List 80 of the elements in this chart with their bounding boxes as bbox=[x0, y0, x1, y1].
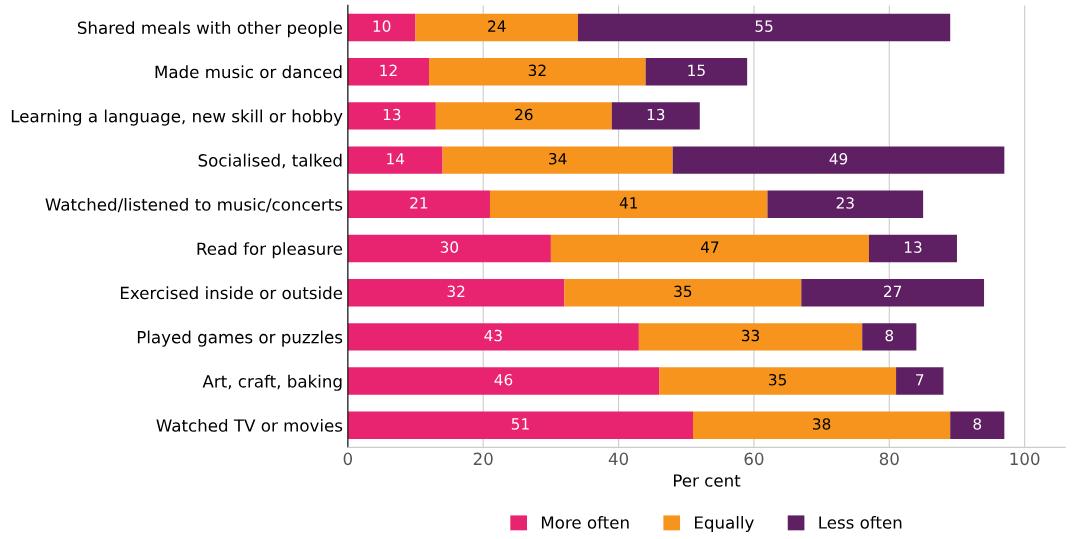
x-tick-label: 0 bbox=[343, 452, 353, 466]
data-label: 55 bbox=[755, 20, 773, 32]
bar bbox=[659, 367, 897, 395]
bar bbox=[347, 278, 565, 307]
legend-label: More often bbox=[541, 515, 629, 529]
y-tick-label: Art, craft, baking bbox=[202, 374, 342, 391]
bar bbox=[347, 146, 443, 174]
y-tick-label: Watched TV or movies bbox=[156, 418, 343, 432]
data-label: 41 bbox=[619, 197, 638, 209]
data-label: 8 bbox=[885, 329, 894, 342]
x-tick-label: 100 bbox=[1010, 452, 1040, 466]
bar bbox=[801, 278, 985, 307]
data-label: 51 bbox=[511, 418, 529, 430]
bar bbox=[442, 146, 673, 174]
data-label: 10 bbox=[373, 20, 391, 32]
data-label: 32 bbox=[447, 285, 465, 298]
y-tick-label: Socialised, talked bbox=[198, 153, 342, 169]
data-label: 38 bbox=[813, 418, 831, 430]
bar bbox=[672, 146, 1005, 174]
data-label: 49 bbox=[829, 152, 848, 165]
x-tick-label: 60 bbox=[744, 452, 764, 466]
bar bbox=[550, 234, 869, 263]
data-label: 24 bbox=[488, 20, 506, 32]
data-label: 21 bbox=[410, 197, 428, 209]
data-label: 34 bbox=[549, 152, 567, 165]
legend-label: Less often bbox=[819, 515, 902, 529]
y-tick-label: Learning a language, new skill or hobby bbox=[11, 109, 343, 126]
bar bbox=[347, 102, 436, 130]
bar bbox=[347, 323, 639, 351]
y-tick-label: Made music or danced bbox=[155, 65, 342, 79]
y-tick-label: Watched/listened to music/concerts bbox=[45, 197, 343, 213]
data-label: 8 bbox=[973, 418, 982, 430]
x-tick-label: 80 bbox=[879, 452, 899, 466]
bar bbox=[577, 13, 951, 42]
legend-label: Equally bbox=[695, 515, 754, 533]
bar bbox=[415, 13, 578, 42]
data-label: 15 bbox=[688, 64, 705, 77]
y-tick-label: Played games or puzzles bbox=[137, 330, 343, 347]
y-tick-label: Shared meals with other people bbox=[77, 21, 343, 38]
y-tick-label: Exercised inside or outside bbox=[120, 286, 343, 300]
data-label: 13 bbox=[904, 241, 922, 253]
bar bbox=[767, 190, 924, 218]
bar bbox=[347, 57, 430, 86]
data-label: 13 bbox=[383, 108, 401, 121]
bar bbox=[347, 367, 660, 395]
bar bbox=[347, 190, 490, 218]
y-tick-label: Read for pleasure bbox=[197, 242, 343, 259]
data-label: 12 bbox=[380, 64, 397, 76]
data-label: 47 bbox=[700, 241, 719, 253]
data-label: 27 bbox=[884, 285, 902, 297]
bar bbox=[862, 323, 917, 351]
data-label: 46 bbox=[494, 373, 513, 386]
bar bbox=[611, 102, 700, 130]
bar bbox=[429, 57, 646, 86]
data-label: 14 bbox=[387, 153, 405, 165]
data-label: 43 bbox=[484, 329, 502, 342]
bar bbox=[564, 278, 802, 307]
data-label: 35 bbox=[674, 285, 692, 298]
bar bbox=[896, 367, 944, 395]
bar bbox=[435, 102, 612, 130]
bar bbox=[645, 57, 748, 86]
x-tick-label: 40 bbox=[608, 452, 629, 466]
x-tick-label: 20 bbox=[473, 452, 493, 466]
data-label: 33 bbox=[741, 329, 760, 342]
bar bbox=[347, 411, 694, 439]
data-label: 32 bbox=[528, 64, 546, 77]
data-label: 35 bbox=[769, 373, 786, 386]
bar bbox=[347, 13, 416, 42]
data-label: 13 bbox=[647, 108, 665, 121]
x-axis-title: Per cent bbox=[674, 474, 741, 487]
data-label: 30 bbox=[440, 241, 459, 253]
bar bbox=[950, 411, 1005, 439]
bar bbox=[868, 234, 957, 263]
bar bbox=[638, 323, 863, 351]
bar bbox=[693, 411, 951, 439]
data-label: 23 bbox=[836, 197, 854, 209]
data-label: 7 bbox=[916, 374, 924, 386]
data-label: 26 bbox=[515, 108, 533, 121]
bar bbox=[489, 190, 768, 218]
bar bbox=[347, 234, 551, 263]
